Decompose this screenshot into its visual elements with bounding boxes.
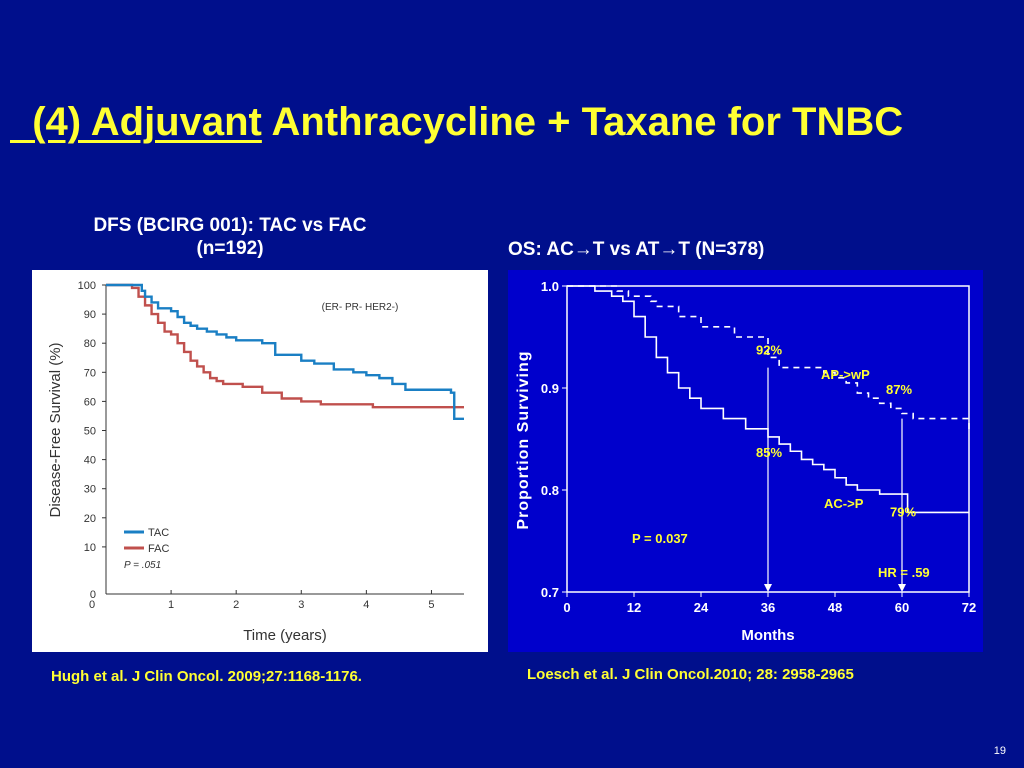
os-x-tick-label: 0 [563,600,570,615]
os-y-axis-label: Proportion Surviving [515,350,532,529]
dfs-x-tick-label: 0 [89,599,95,611]
os-percent-annotation: 87% [886,382,912,397]
dfs-y-tick-label: 30 [84,484,96,496]
dfs-chart: 0 10 20 30 40 50 60 70 80 90 100 0 1 2 3 4 5 Time (years)… [32,270,488,652]
dfs-x-tick-label: 2 [233,599,239,611]
right-caption-prefix: OS: AC [508,239,574,260]
os-x-tick-label: 48 [828,600,842,615]
os-pvalue-label: P = 0.037 [632,531,688,546]
dfs-y-tick-label: 90 [84,309,96,321]
left-citation: Hugh et al. J Clin Oncol. 2009;27:1168-1… [51,668,362,685]
dfs-plot-background [32,270,488,652]
os-x-tick-label: 36 [761,600,775,615]
right-caption-middle: T vs AT [592,239,660,260]
arrow-down-icon [764,584,772,592]
dfs-x-tick-label: 4 [363,599,369,611]
dfs-legend-label: TAC [148,527,169,539]
dfs-x-axis-label: Time (years) [243,627,327,644]
dfs-y-tick-label: 0 [90,589,96,601]
page-number: 19 [993,745,1006,757]
os-y-tick-label: 0.9 [541,381,559,396]
dfs-y-axis-label: Disease-Free Survival (%) [47,342,64,517]
os-percent-annotation: 92% [756,343,782,358]
os-series-line [567,285,970,431]
dfs-x-tick-label: 1 [168,599,174,611]
os-series-line [567,285,969,514]
left-chart-caption: DFS (BCIRG 001): TAC vs FAC (n=192) [30,214,430,260]
dfs-y-tick-label: 10 [84,542,96,554]
os-x-tick-label: 12 [627,600,641,615]
os-x-tick-label: 24 [694,600,709,615]
dfs-y-tick-label: 50 [84,426,96,438]
os-chart: 0.7 0.8 0.9 1.0 0 12 24 36 48 60 72 Months Proportio… [508,270,983,652]
dfs-y-tick-label: 70 [84,367,96,379]
os-plot-background [508,270,983,652]
os-series-label: AP->wP [821,367,870,382]
slide-title-underlined: (4) Adjuvant [10,100,262,144]
slide-title-rest: Anthracycline + Taxane for TNBC [261,100,904,144]
slide-title: (4) Adjuvant Anthracycline + Taxane for … [10,98,1010,146]
right-caption-suffix: T (N=378) [678,239,765,260]
dfs-pvalue-label: P = .051 [124,560,161,571]
right-arrow-icon-2: → [659,239,679,260]
dfs-y-tick-label: 20 [84,513,96,525]
os-x-axis-label: Months [741,627,794,644]
dfs-y-tick-label: 80 [84,338,96,350]
os-x-tick-label: 60 [895,600,909,615]
os-x-tick-label: 72 [962,600,976,615]
dfs-subgroup-annotation: (ER- PR- HER2-) [322,302,399,313]
os-y-tick-label: 1.0 [541,279,559,294]
os-percent-annotation: 85% [756,445,782,460]
right-arrow-icon-1: → [573,239,593,260]
dfs-x-tick-label: 3 [298,599,304,611]
dfs-y-tick-label: 100 [78,280,96,292]
os-series-label: AC->P [824,496,864,511]
left-caption-line2: (n=192) [196,238,264,259]
dfs-series-tac-line [106,283,464,421]
os-y-tick-label: 0.7 [541,585,559,600]
os-hr-label: HR = .59 [878,565,930,580]
os-percent-annotation: 79% [890,504,916,519]
os-y-tick-label: 0.8 [541,483,559,498]
dfs-legend-label: FAC [148,543,169,555]
left-caption-line1: DFS (BCIRG 001): TAC vs FAC [93,215,367,236]
right-chart-caption: OS: AC→T vs AT→T (N=378) [508,238,880,261]
dfs-series-fac-line [106,283,464,409]
dfs-y-tick-label: 40 [84,455,96,467]
right-citation: Loesch et al. J Clin Oncol.2010; 28: 295… [527,666,854,683]
arrow-down-icon [898,584,906,592]
dfs-x-tick-label: 5 [428,599,434,611]
dfs-y-tick-label: 60 [84,396,96,408]
